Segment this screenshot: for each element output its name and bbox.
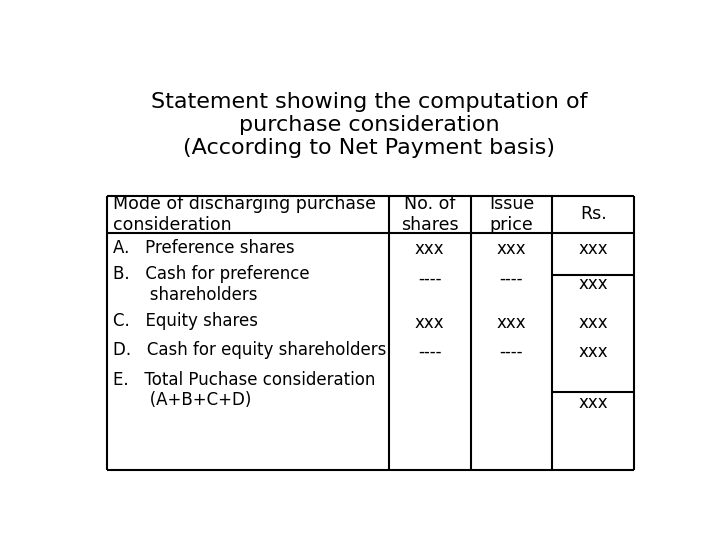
Text: ----: ----: [500, 343, 523, 361]
Text: A.   Preference shares: A. Preference shares: [114, 239, 295, 256]
Text: C.   Equity shares: C. Equity shares: [114, 312, 258, 330]
Text: xxx: xxx: [578, 240, 608, 258]
Text: Issue
price: Issue price: [489, 195, 534, 234]
Text: Rs.: Rs.: [580, 205, 606, 224]
Text: D.   Cash for equity shareholders: D. Cash for equity shareholders: [114, 341, 387, 359]
Text: xxx: xxx: [578, 314, 608, 332]
Text: B.   Cash for preference
       shareholders: B. Cash for preference shareholders: [114, 265, 310, 303]
Text: xxx: xxx: [497, 314, 526, 332]
Text: xxx: xxx: [415, 314, 444, 332]
Text: xxx: xxx: [497, 240, 526, 258]
Text: ----: ----: [500, 269, 523, 288]
Text: Statement showing the computation of
purchase consideration
(According to Net Pa: Statement showing the computation of pur…: [150, 92, 588, 158]
Text: No. of
shares: No. of shares: [401, 195, 459, 234]
Text: xxx: xxx: [578, 343, 608, 361]
Text: xxx: xxx: [578, 275, 608, 293]
Text: Mode of discharging purchase
consideration: Mode of discharging purchase considerati…: [114, 195, 377, 234]
Text: ----: ----: [418, 269, 441, 288]
Text: E.   Total Puchase consideration
       (A+B+C+D): E. Total Puchase consideration (A+B+C+D): [114, 370, 376, 409]
Text: ----: ----: [418, 343, 441, 361]
Text: xxx: xxx: [415, 240, 444, 258]
Text: xxx: xxx: [578, 394, 608, 413]
